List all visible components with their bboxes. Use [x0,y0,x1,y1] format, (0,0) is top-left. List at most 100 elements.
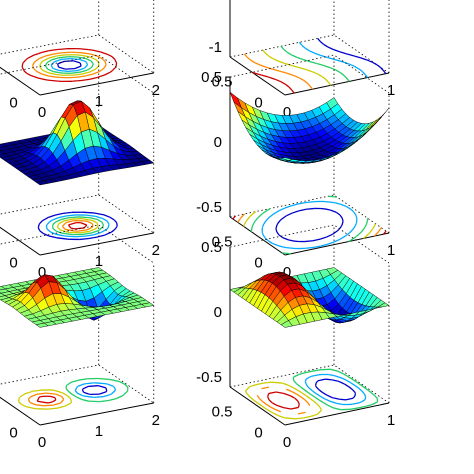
contour-segment [71,393,77,398]
contour-segment [329,400,337,405]
contour-segment [310,414,315,417]
contour-segment [74,65,81,70]
contour-segment [98,385,107,389]
contour-segment [66,381,72,386]
contour-segment [345,379,352,384]
contour-segment [103,64,107,68]
contour-segment [113,386,117,390]
contour-segment [361,228,365,233]
contour-segment [288,384,294,389]
contour-segment [104,71,111,76]
contour-segment [104,61,107,66]
contour-segment [261,65,267,68]
contour-segment [113,227,117,231]
contour-segment [371,228,374,230]
contour-segment [332,48,339,52]
contour-segment [57,406,64,409]
contour-segment [331,396,334,399]
contour-segment [113,219,118,224]
contour-segment [101,58,104,60]
contour-segment [265,403,271,408]
x-tick-label: 0 [283,434,291,451]
contour-segment [361,390,365,395]
contour-segment [315,380,319,384]
contour-segment [374,223,377,226]
contour-segment [323,200,333,204]
contour-segment [92,219,98,224]
contour-segment [90,56,97,61]
contour-segment [38,220,43,225]
contour-segment [126,390,129,393]
contour-segment [335,69,339,72]
contour-segment [242,224,245,227]
contour-segment [262,49,266,54]
contour-segment [354,55,361,59]
contour-segment [333,239,339,243]
contour-segment [333,397,340,400]
z-tick-label: 0 [214,304,222,321]
contour-segment [70,58,80,61]
x-tick-label: 1 [387,82,395,99]
contour-segment [106,227,109,230]
y-axis-line [229,56,286,96]
contour-segment [334,374,342,379]
contour-segment [47,214,56,219]
back-frame-line [229,34,390,74]
contour-segment [95,65,99,70]
contour-segment [31,75,35,78]
contour-segment [318,389,323,393]
contour-segment [337,238,341,241]
contour-segment [314,413,318,416]
contour-segment [122,394,124,397]
contour-segment [355,235,357,238]
contour-segment [290,406,299,410]
contour-segment [38,396,41,398]
y-tick-label: 0 [9,254,17,271]
contour-segment [276,231,280,236]
contour-segment [106,220,109,224]
contour-segment [366,219,369,224]
contour-segment [258,213,263,218]
contour-segment [111,56,116,61]
contour-segment [59,395,62,398]
contour-segment [51,216,59,221]
contour-segment [299,417,304,420]
contour-segment [352,225,356,229]
contour-segment [98,231,102,234]
contour-segment [51,389,56,392]
contour-segment [82,71,91,75]
contour-segment [124,383,129,388]
contour-segment [263,381,268,384]
contour-segment [237,217,242,223]
contour-segment [52,399,57,403]
contour-segment [265,66,274,70]
contour-segment [80,48,89,51]
x-tick-label: 0 [38,264,46,281]
contour-segment [340,224,343,228]
contour-segment [56,52,63,55]
back-frame-line [0,364,154,404]
contour-segment [303,388,308,393]
contour-segment [67,224,72,229]
x-axis-line [284,402,390,426]
contour-segment [271,381,283,384]
contour-segment [87,220,93,225]
contour-segment [349,407,358,410]
contour-segment [45,225,48,230]
contour-segment [285,83,290,88]
contour-segment [329,209,337,213]
contour-segment [278,209,282,212]
contour-segment [102,59,106,63]
contour-segment [61,396,63,398]
contour-segment [299,385,304,390]
contour-segment [110,229,115,233]
contour-segment [45,223,48,227]
contour-segment [35,57,40,62]
contour-segment [351,389,356,393]
contour-segment [267,240,273,245]
x-tick-label: 2 [152,82,160,99]
contour-segment [310,394,316,398]
contour-segment [252,71,255,74]
contour-segment [272,58,279,62]
contour-segment [45,61,49,64]
